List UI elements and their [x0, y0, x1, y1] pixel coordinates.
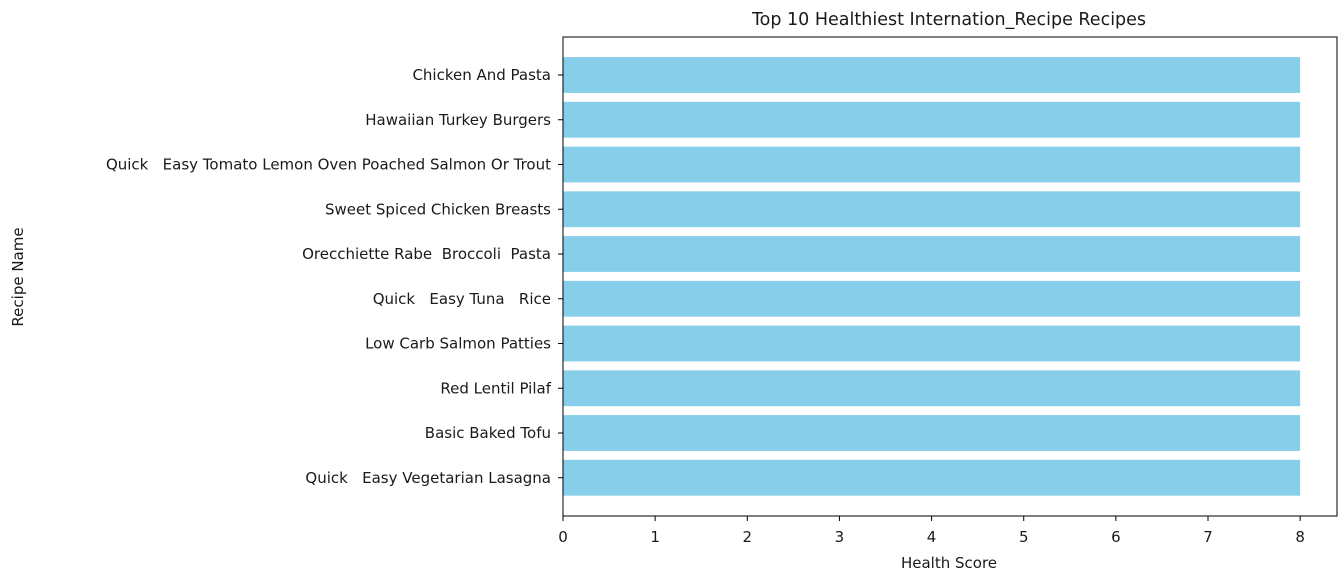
- x-axis-title: Health Score: [901, 554, 997, 572]
- bar: [563, 236, 1301, 272]
- x-tick-label: 7: [1203, 528, 1213, 546]
- x-tick-label: 3: [835, 528, 845, 546]
- bar: [563, 415, 1301, 451]
- y-tick-label: Basic Baked Tofu: [425, 424, 551, 442]
- x-tick-label: 4: [927, 528, 937, 546]
- x-tick-label: 6: [1111, 528, 1121, 546]
- y-tick-label: Orecchiette Rabe Broccoli Pasta: [302, 245, 551, 263]
- y-axis-title: Recipe Name: [9, 227, 27, 326]
- y-tick-label: Sweet Spiced Chicken Breasts: [325, 200, 551, 218]
- y-tick-label: Chicken And Pasta: [412, 66, 551, 84]
- y-tick-label: Quick Easy Tomato Lemon Oven Poached Sal…: [106, 156, 551, 174]
- y-axis-ticks: Chicken And Pasta Hawaiian Turkey Burgers…: [106, 66, 563, 487]
- x-tick-label: 1: [650, 528, 660, 546]
- y-tick-label: Quick Easy Tuna Rice: [373, 290, 551, 308]
- bar: [563, 101, 1301, 138]
- bar: [563, 191, 1301, 228]
- y-tick-label: Red Lentil Pilaf: [440, 379, 551, 397]
- chart-title: Top 10 Healthiest Internation_Recipe Rec…: [751, 10, 1146, 30]
- x-tick-label: 8: [1295, 528, 1305, 546]
- bar: [563, 280, 1301, 317]
- x-tick-label: 2: [743, 528, 753, 546]
- bar: [563, 146, 1301, 183]
- bar: [563, 57, 1301, 93]
- y-tick-label: Low Carb Salmon Patties: [365, 335, 551, 353]
- plot-frame: [562, 36, 1338, 517]
- x-tick-label: 0: [558, 528, 568, 546]
- bar: [563, 325, 1301, 362]
- x-axis-ticks: 0 1 2 3 4 5 6 7 8: [558, 516, 1305, 546]
- y-tick-label: Quick Easy Vegetarian Lasagna: [305, 469, 551, 487]
- bar: [563, 370, 1301, 407]
- x-tick-label: 5: [1019, 528, 1029, 546]
- bars-group: [563, 57, 1301, 496]
- y-tick-label: Hawaiian Turkey Burgers: [365, 111, 551, 129]
- bar: [563, 459, 1301, 496]
